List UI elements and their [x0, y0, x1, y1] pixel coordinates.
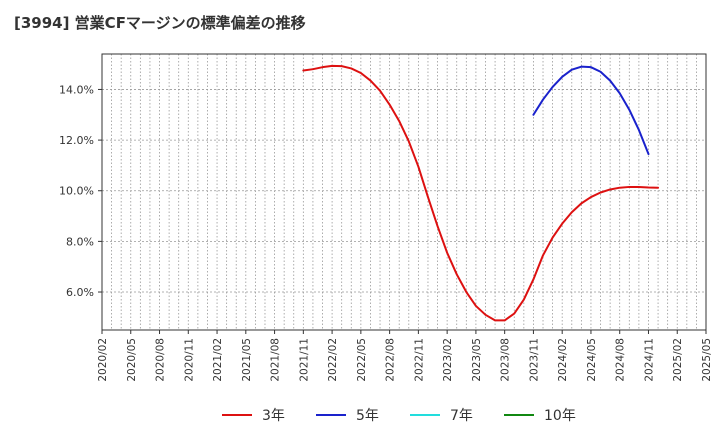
x-tick-label: 2023/02: [442, 338, 454, 382]
x-tick-label: 2022/02: [327, 338, 339, 382]
x-tick-label: 2025/02: [672, 338, 684, 382]
x-tick-label: 2025/05: [701, 338, 713, 382]
legend-label: 5年: [356, 408, 379, 424]
x-tick-label: 2022/08: [385, 338, 397, 382]
x-tick-label: 2021/05: [241, 338, 253, 382]
x-tick-label: 2023/11: [528, 338, 540, 382]
y-tick-label: 6.0%: [66, 286, 94, 299]
legend-item: 3年: [222, 402, 285, 428]
x-tick-label: 2020/11: [183, 338, 195, 382]
legend-label: 7年: [450, 408, 473, 424]
chart-title: [3994] 営業CFマージンの標準偏差の推移: [14, 14, 306, 32]
legend-swatch: [410, 414, 440, 416]
x-tick-label: 2023/08: [500, 338, 512, 382]
x-tick-label: 2024/02: [557, 338, 569, 382]
series-line-5年: [532, 65, 650, 156]
legend-item: 7年: [410, 402, 473, 428]
x-tick-label: 2020/05: [126, 338, 138, 382]
legend-item: 10年: [504, 402, 576, 428]
plot-area: [102, 54, 706, 330]
legend-swatch: [222, 414, 252, 416]
series-line-3年: [302, 64, 660, 322]
legend-swatch: [316, 414, 346, 416]
y-tick-label: 12.0%: [59, 134, 94, 147]
plot-frame: [101, 53, 707, 331]
legend-item: 5年: [316, 402, 379, 428]
x-tick-label: 2021/08: [270, 338, 282, 382]
x-tick-label: 2024/11: [643, 338, 655, 382]
x-tick-label: 2022/11: [413, 338, 425, 382]
x-tick-label: 2020/08: [155, 338, 167, 382]
y-tick-label: 14.0%: [59, 83, 94, 96]
legend-swatch: [504, 414, 534, 416]
y-tick-label: 8.0%: [66, 235, 94, 248]
y-tick-label: 10.0%: [59, 185, 94, 198]
x-tick-label: 2022/05: [356, 338, 368, 382]
legend-label: 10年: [544, 408, 576, 424]
x-tick-label: 2021/02: [212, 338, 224, 382]
x-tick-label: 2023/05: [471, 338, 483, 382]
x-tick-label: 2024/08: [615, 338, 627, 382]
chart-legend: 3年 5年 7年 10年: [0, 402, 720, 428]
x-tick-label: 2024/05: [586, 338, 598, 382]
x-tick-label: 2021/11: [298, 338, 310, 382]
x-tick-label: 2020/02: [97, 338, 109, 382]
legend-label: 3年: [262, 408, 285, 424]
